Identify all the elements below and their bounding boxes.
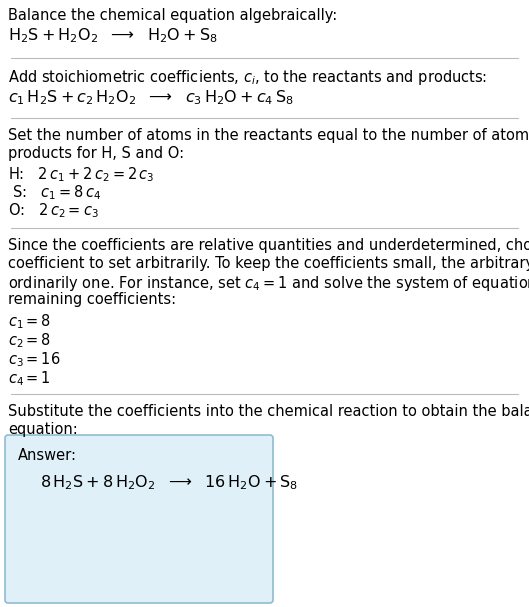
Text: $c_{1} = 8$: $c_{1} = 8$ <box>8 312 51 331</box>
Text: Substitute the coefficients into the chemical reaction to obtain the balanced: Substitute the coefficients into the che… <box>8 404 529 419</box>
Text: ordinarily one. For instance, set $c_4 = 1$ and solve the system of equations fo: ordinarily one. For instance, set $c_4 =… <box>8 274 529 293</box>
Text: $c_{3} = 16$: $c_{3} = 16$ <box>8 350 61 368</box>
Text: $c_{2} = 8$: $c_{2} = 8$ <box>8 331 51 350</box>
Text: equation:: equation: <box>8 422 78 437</box>
Text: products for H, S and O:: products for H, S and O: <box>8 146 184 161</box>
Text: $c_1\,\mathregular{H_2S} + c_2\,\mathregular{H_2O_2}$  $\longrightarrow$  $c_3\,: $c_1\,\mathregular{H_2S} + c_2\,\mathreg… <box>8 88 294 107</box>
Text: Balance the chemical equation algebraically:: Balance the chemical equation algebraica… <box>8 8 338 23</box>
Text: coefficient to set arbitrarily. To keep the coefficients small, the arbitrary va: coefficient to set arbitrarily. To keep … <box>8 256 529 271</box>
Text: O:   $2\,c_2 = c_3$: O: $2\,c_2 = c_3$ <box>8 201 99 220</box>
Text: Answer:: Answer: <box>18 448 77 463</box>
Text: Add stoichiometric coefficients, $c_i$, to the reactants and products:: Add stoichiometric coefficients, $c_i$, … <box>8 68 487 87</box>
Text: $\mathregular{H_2S + H_2O_2}$  $\longrightarrow$  $\mathregular{H_2O + S_8}$: $\mathregular{H_2S + H_2O_2}$ $\longrigh… <box>8 26 218 45</box>
Text: remaining coefficients:: remaining coefficients: <box>8 292 176 307</box>
Text: Since the coefficients are relative quantities and underdetermined, choose a: Since the coefficients are relative quan… <box>8 238 529 253</box>
Text: S:   $c_1 = 8\,c_4$: S: $c_1 = 8\,c_4$ <box>8 183 102 202</box>
FancyBboxPatch shape <box>5 435 273 603</box>
Text: H:   $2\,c_1 + 2\,c_2 = 2\,c_3$: H: $2\,c_1 + 2\,c_2 = 2\,c_3$ <box>8 165 154 184</box>
Text: $8\,\mathregular{H_2S} + 8\,\mathregular{H_2O_2}$  $\longrightarrow$  $16\,\math: $8\,\mathregular{H_2S} + 8\,\mathregular… <box>40 473 298 492</box>
Text: $c_{4} = 1$: $c_{4} = 1$ <box>8 369 51 388</box>
Text: Set the number of atoms in the reactants equal to the number of atoms in the: Set the number of atoms in the reactants… <box>8 128 529 143</box>
